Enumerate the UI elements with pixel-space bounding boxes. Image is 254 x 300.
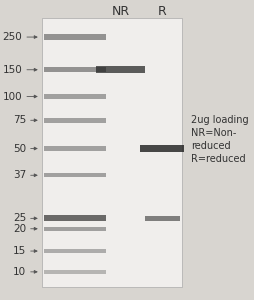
Bar	[44, 118, 106, 122]
Text: NR: NR	[111, 5, 130, 18]
Bar	[44, 146, 106, 151]
Text: 2ug loading
NR=Non-
reduced
R=reduced: 2ug loading NR=Non- reduced R=reduced	[191, 115, 248, 164]
Bar	[42, 18, 182, 287]
Bar	[96, 66, 145, 74]
Bar	[44, 227, 106, 231]
Bar	[44, 173, 106, 178]
Text: 15: 15	[13, 246, 26, 256]
Bar	[145, 216, 180, 221]
Text: 50: 50	[13, 143, 26, 154]
Bar	[140, 145, 184, 152]
Text: 250: 250	[3, 32, 22, 42]
Text: 75: 75	[13, 115, 26, 125]
Bar	[44, 249, 106, 253]
Bar	[44, 94, 106, 99]
Text: 100: 100	[3, 92, 22, 101]
Text: R: R	[158, 5, 167, 18]
Bar	[44, 215, 106, 221]
Text: 25: 25	[13, 213, 26, 224]
Text: 10: 10	[13, 267, 26, 277]
Bar	[44, 34, 106, 40]
Text: 37: 37	[13, 170, 26, 180]
Text: 20: 20	[13, 224, 26, 234]
Bar	[44, 67, 106, 72]
Bar	[44, 270, 106, 274]
Text: 150: 150	[3, 65, 22, 75]
